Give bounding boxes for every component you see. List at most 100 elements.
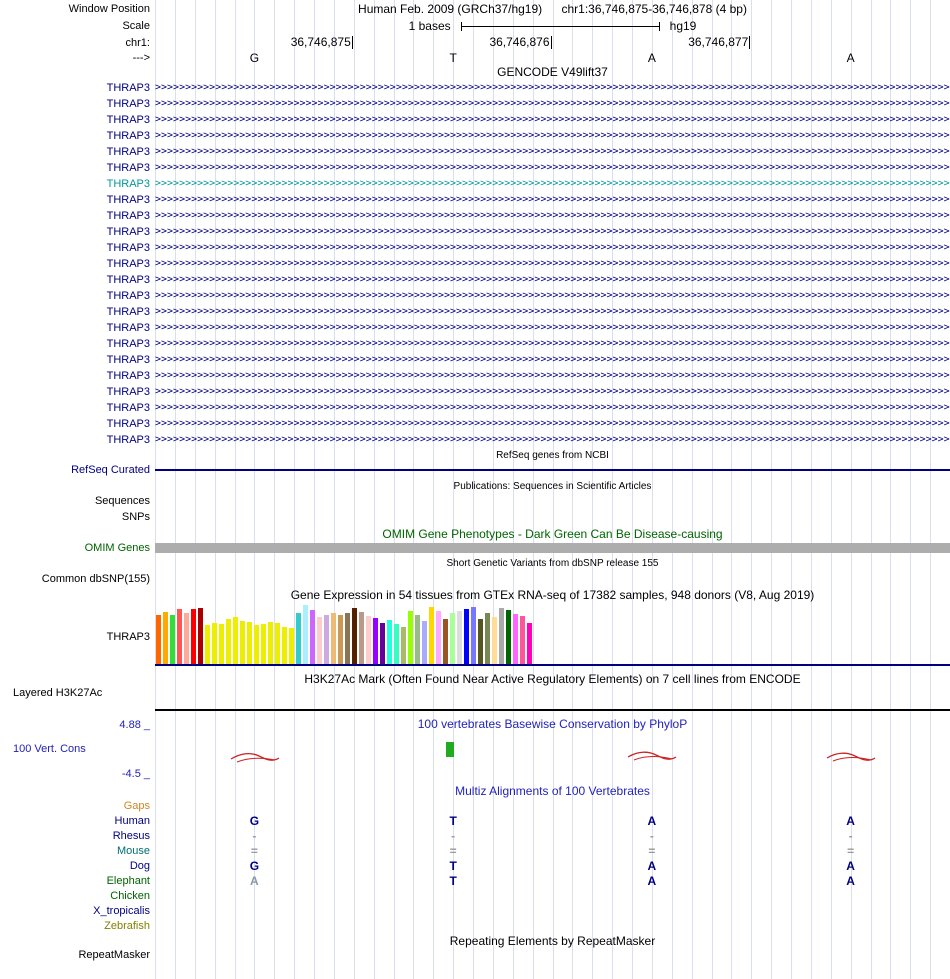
track-label-omim-genes[interactable]: OMIM Genes: [84, 542, 150, 554]
gtex-tissue-bar[interactable]: [373, 618, 378, 665]
gencode-transcript-row[interactable]: THRAP3 >>>>>>>>>>>>>>>>>>>>>>>>>>>>>>>>>>…: [0, 336, 950, 352]
track-label-common-dbsnp[interactable]: Common dbSNP(155): [41, 573, 150, 585]
gencode-transcript-row[interactable]: THRAP3 >>>>>>>>>>>>>>>>>>>>>>>>>>>>>>>>>>…: [0, 416, 950, 432]
gtex-tissue-bar[interactable]: [422, 621, 427, 665]
transcript-label[interactable]: THRAP3: [106, 82, 150, 94]
transcript-intron-arrows[interactable]: >>>>>>>>>>>>>>>>>>>>>>>>>>>>>>>>>>>>>>>>…: [155, 386, 950, 397]
gtex-tissue-bar[interactable]: [366, 616, 371, 665]
gtex-tissue-bar[interactable]: [177, 609, 182, 665]
transcript-label[interactable]: THRAP3: [106, 130, 150, 142]
gtex-tissue-bar[interactable]: [184, 613, 189, 665]
gtex-tissue-bar[interactable]: [492, 617, 497, 665]
gtex-expression-barchart[interactable]: [155, 603, 950, 665]
transcript-label[interactable]: THRAP3: [106, 114, 150, 126]
gencode-transcript-row[interactable]: THRAP3 >>>>>>>>>>>>>>>>>>>>>>>>>>>>>>>>>>…: [0, 400, 950, 416]
gtex-tissue-bar[interactable]: [464, 609, 469, 665]
gtex-tissue-bar[interactable]: [275, 623, 280, 665]
gencode-track[interactable]: THRAP3 >>>>>>>>>>>>>>>>>>>>>>>>>>>>>>>>>>…: [0, 80, 950, 448]
transcript-label[interactable]: THRAP3: [106, 210, 150, 222]
gtex-tissue-bar[interactable]: [296, 613, 301, 665]
gtex-tissue-bar[interactable]: [345, 613, 350, 665]
gtex-tissue-bar[interactable]: [527, 623, 532, 665]
multiz-row-x_tropicalis[interactable]: X_tropicalis: [0, 904, 950, 919]
gencode-transcript-row[interactable]: THRAP3 >>>>>>>>>>>>>>>>>>>>>>>>>>>>>>>>>>…: [0, 288, 950, 304]
gtex-tissue-bar[interactable]: [401, 627, 406, 665]
gtex-tissue-bar[interactable]: [240, 621, 245, 665]
transcript-intron-arrows[interactable]: >>>>>>>>>>>>>>>>>>>>>>>>>>>>>>>>>>>>>>>>…: [155, 274, 950, 285]
phylop-wiggle[interactable]: [155, 733, 950, 773]
gtex-tissue-bar[interactable]: [219, 624, 224, 665]
gencode-transcript-row[interactable]: THRAP3 >>>>>>>>>>>>>>>>>>>>>>>>>>>>>>>>>>…: [0, 224, 950, 240]
transcript-label[interactable]: THRAP3: [106, 322, 150, 334]
gtex-tissue-bar[interactable]: [324, 615, 329, 665]
gtex-tissue-bar[interactable]: [457, 611, 462, 665]
transcript-intron-arrows[interactable]: >>>>>>>>>>>>>>>>>>>>>>>>>>>>>>>>>>>>>>>>…: [155, 114, 950, 125]
gtex-tissue-bar[interactable]: [303, 605, 308, 665]
track-label-100-vert-cons[interactable]: 100 Vert. Cons: [13, 743, 86, 755]
gtex-tissue-bar[interactable]: [359, 612, 364, 665]
multiz-row-elephant[interactable]: Elephant A T A A: [0, 874, 950, 889]
gtex-tissue-bar[interactable]: [436, 611, 441, 665]
gtex-tissue-bar[interactable]: [331, 613, 336, 665]
transcript-label[interactable]: THRAP3: [106, 386, 150, 398]
multiz-species-label[interactable]: Rhesus: [112, 830, 150, 842]
gtex-tissue-bar[interactable]: [310, 610, 315, 665]
gencode-transcript-row[interactable]: THRAP3 >>>>>>>>>>>>>>>>>>>>>>>>>>>>>>>>>>…: [0, 256, 950, 272]
gtex-tissue-bar[interactable]: [212, 623, 217, 665]
gtex-tissue-bar[interactable]: [261, 624, 266, 665]
gtex-tissue-bar[interactable]: [352, 608, 357, 665]
multiz-species-label[interactable]: Elephant: [106, 875, 150, 887]
gencode-transcript-row[interactable]: THRAP3 >>>>>>>>>>>>>>>>>>>>>>>>>>>>>>>>>>…: [0, 144, 950, 160]
transcript-label[interactable]: THRAP3: [106, 370, 150, 382]
gtex-tissue-bar[interactable]: [387, 620, 392, 665]
gencode-transcript-row[interactable]: THRAP3 >>>>>>>>>>>>>>>>>>>>>>>>>>>>>>>>>>…: [0, 160, 950, 176]
track-label-repeatmasker[interactable]: RepeatMasker: [78, 949, 150, 961]
transcript-label[interactable]: THRAP3: [106, 402, 150, 414]
gencode-transcript-row[interactable]: THRAP3 >>>>>>>>>>>>>>>>>>>>>>>>>>>>>>>>>>…: [0, 128, 950, 144]
transcript-label[interactable]: THRAP3: [106, 418, 150, 430]
multiz-species-label[interactable]: X_tropicalis: [93, 905, 150, 917]
transcript-label[interactable]: THRAP3: [106, 258, 150, 270]
transcript-label[interactable]: THRAP3: [106, 290, 150, 302]
multiz-row-human[interactable]: Human G T A A: [0, 814, 950, 829]
multiz-species-label[interactable]: Dog: [129, 860, 150, 872]
gtex-tissue-bar[interactable]: [450, 613, 455, 665]
gtex-tissue-bar[interactable]: [226, 619, 231, 665]
gencode-transcript-row[interactable]: THRAP3 >>>>>>>>>>>>>>>>>>>>>>>>>>>>>>>>>>…: [0, 432, 950, 448]
multiz-species-label[interactable]: Chicken: [110, 890, 150, 902]
transcript-intron-arrows[interactable]: >>>>>>>>>>>>>>>>>>>>>>>>>>>>>>>>>>>>>>>>…: [155, 306, 950, 317]
gtex-tissue-bar[interactable]: [268, 622, 273, 665]
track-label-gtex-thrap3[interactable]: THRAP3: [106, 631, 150, 643]
transcript-intron-arrows[interactable]: >>>>>>>>>>>>>>>>>>>>>>>>>>>>>>>>>>>>>>>>…: [155, 226, 950, 237]
gencode-transcript-row[interactable]: THRAP3 >>>>>>>>>>>>>>>>>>>>>>>>>>>>>>>>>>…: [0, 320, 950, 336]
refseq-curated-gene-line[interactable]: [155, 469, 950, 471]
gtex-tissue-bar[interactable]: [156, 615, 161, 665]
gtex-tissue-bar[interactable]: [513, 614, 518, 665]
transcript-intron-arrows[interactable]: >>>>>>>>>>>>>>>>>>>>>>>>>>>>>>>>>>>>>>>>…: [155, 178, 950, 189]
gencode-transcript-row[interactable]: THRAP3 >>>>>>>>>>>>>>>>>>>>>>>>>>>>>>>>>>…: [0, 240, 950, 256]
multiz-species-label[interactable]: Human: [114, 815, 150, 827]
gencode-transcript-row[interactable]: THRAP3 >>>>>>>>>>>>>>>>>>>>>>>>>>>>>>>>>>…: [0, 80, 950, 96]
transcript-intron-arrows[interactable]: >>>>>>>>>>>>>>>>>>>>>>>>>>>>>>>>>>>>>>>>…: [155, 258, 950, 269]
gtex-tissue-bar[interactable]: [380, 623, 385, 665]
multiz-row-rhesus[interactable]: Rhesus - - - -: [0, 829, 950, 844]
gtex-tissue-bar[interactable]: [485, 613, 490, 665]
gtex-tissue-bar[interactable]: [247, 622, 252, 665]
gtex-tissue-bar[interactable]: [520, 616, 525, 665]
transcript-label[interactable]: THRAP3: [106, 178, 150, 190]
gtex-tissue-bar[interactable]: [191, 609, 196, 665]
multiz-species-label[interactable]: Zebrafish: [104, 920, 150, 932]
transcript-intron-arrows[interactable]: >>>>>>>>>>>>>>>>>>>>>>>>>>>>>>>>>>>>>>>>…: [155, 322, 950, 333]
gtex-tissue-bar[interactable]: [198, 608, 203, 665]
gtex-tissue-bar[interactable]: [163, 612, 168, 665]
gencode-transcript-row[interactable]: THRAP3 >>>>>>>>>>>>>>>>>>>>>>>>>>>>>>>>>>…: [0, 112, 950, 128]
track-label-layered-h3k27ac[interactable]: Layered H3K27Ac: [13, 687, 103, 699]
omim-gene-bar[interactable]: [155, 543, 950, 553]
multiz-species-label[interactable]: Mouse: [116, 845, 150, 857]
gtex-tissue-bar[interactable]: [282, 627, 287, 665]
transcript-label[interactable]: THRAP3: [106, 146, 150, 158]
transcript-label[interactable]: THRAP3: [106, 162, 150, 174]
transcript-intron-arrows[interactable]: >>>>>>>>>>>>>>>>>>>>>>>>>>>>>>>>>>>>>>>>…: [155, 210, 950, 221]
transcript-intron-arrows[interactable]: >>>>>>>>>>>>>>>>>>>>>>>>>>>>>>>>>>>>>>>>…: [155, 370, 950, 381]
gtex-tissue-bar[interactable]: [338, 615, 343, 665]
